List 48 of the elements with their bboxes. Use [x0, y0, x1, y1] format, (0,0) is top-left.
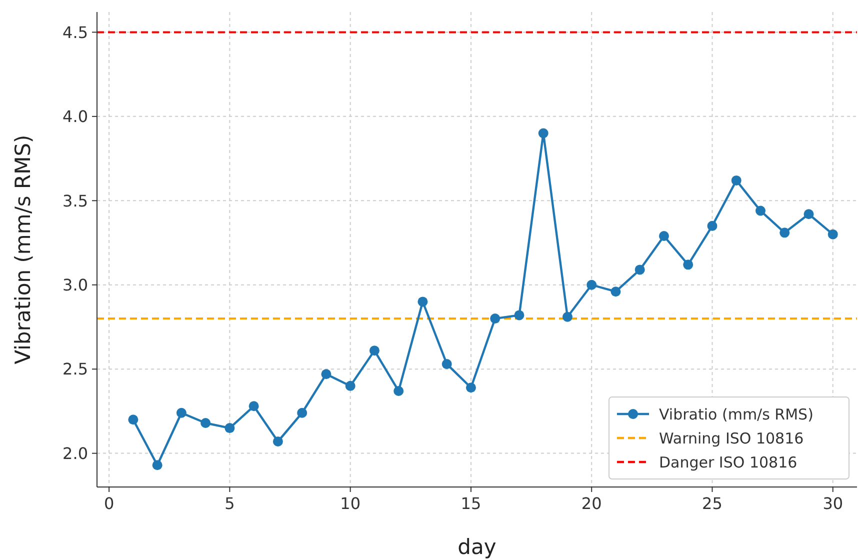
point	[634, 264, 645, 275]
point	[466, 382, 476, 393]
point	[394, 386, 404, 396]
point	[224, 423, 235, 434]
y-tick-label: 2.5	[62, 360, 88, 379]
point	[683, 260, 694, 270]
x-tick-label: 10	[340, 494, 361, 513]
point	[586, 280, 597, 290]
point	[707, 220, 718, 231]
point	[804, 209, 814, 220]
legend-label: Danger ISO 10816	[659, 453, 798, 472]
point	[200, 418, 211, 428]
x-tick-label: 20	[581, 494, 602, 513]
x-tick-label: 30	[822, 494, 844, 513]
point	[442, 359, 452, 370]
x-tick-label: 5	[224, 494, 235, 513]
point	[272, 436, 283, 447]
point	[828, 229, 838, 240]
point	[128, 414, 138, 425]
point	[755, 206, 766, 216]
point	[345, 380, 356, 391]
point	[658, 231, 669, 242]
legend-label: Warning ISO 10816	[659, 429, 804, 448]
point	[152, 460, 162, 470]
point	[610, 286, 621, 297]
x-tick-label: 0	[104, 494, 114, 513]
point	[176, 408, 186, 418]
point	[514, 310, 524, 320]
point	[248, 401, 259, 412]
y-tick-label: 3.0	[62, 275, 88, 294]
y-tick-label: 4.0	[62, 107, 88, 126]
x-tick-label: 15	[460, 494, 482, 513]
point	[538, 128, 548, 138]
point	[780, 228, 790, 238]
y-axis-title: Vibration (mm/s RMS)	[11, 134, 35, 364]
y-tick-label: 3.5	[62, 191, 88, 210]
point	[731, 175, 742, 186]
point	[490, 314, 500, 324]
point	[562, 312, 572, 322]
x-axis-title: day	[458, 535, 496, 559]
point	[297, 408, 308, 418]
point	[369, 346, 380, 356]
legend-label: Vibratio (mm/s RMS)	[659, 405, 814, 424]
y-tick-label: 2.0	[62, 444, 88, 463]
x-tick-label: 25	[702, 494, 722, 513]
point	[418, 296, 428, 307]
point	[321, 369, 332, 380]
y-tick-label: 4.5	[62, 22, 88, 42]
